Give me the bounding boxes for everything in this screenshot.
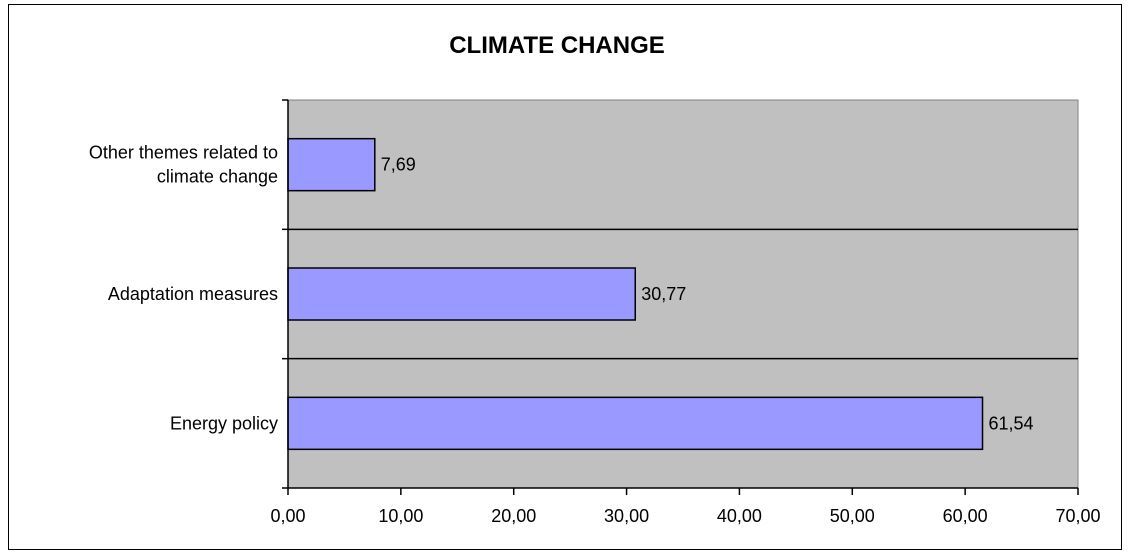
x-tick-label-5: 50,00 bbox=[830, 506, 875, 526]
x-tick-label-6: 60,00 bbox=[943, 506, 988, 526]
x-axis: 0,00 10,00 20,00 30,00 40,00 50,00 60,00 70,00 bbox=[270, 488, 1100, 526]
x-tick-label-4: 40,00 bbox=[717, 506, 762, 526]
bar-0 bbox=[288, 139, 375, 191]
data-label-0: 7,69 bbox=[381, 155, 416, 175]
data-label-2: 61,54 bbox=[989, 413, 1034, 433]
x-tick-label-1: 10,00 bbox=[378, 506, 423, 526]
x-tick-label-0: 0,00 bbox=[270, 506, 305, 526]
chart-frame: CLIMATE CHANGE 7,69 30,77 61,54 Other them… bbox=[8, 4, 1122, 550]
category-label-1: Adaptation measures bbox=[108, 284, 278, 304]
x-tick-label-7: 70,00 bbox=[1055, 506, 1100, 526]
category-label-0-line-0: Other themes related to bbox=[89, 143, 278, 163]
category-label-0: Other themes related to climate change bbox=[89, 143, 278, 187]
y-axis bbox=[282, 100, 288, 488]
category-label-0-line-1: climate change bbox=[157, 167, 278, 187]
category-label-1-line-0: Adaptation measures bbox=[108, 284, 278, 304]
x-tick-label-3: 30,00 bbox=[604, 506, 649, 526]
x-tick-label-2: 20,00 bbox=[491, 506, 536, 526]
category-label-2: Energy policy bbox=[170, 413, 278, 433]
bar-2 bbox=[288, 397, 983, 449]
bar-chart: CLIMATE CHANGE 7,69 30,77 61,54 Other them… bbox=[9, 5, 1121, 549]
bar-1 bbox=[288, 268, 635, 320]
category-label-2-line-0: Energy policy bbox=[170, 413, 278, 433]
category-labels-group: Other themes related to climate change Ada… bbox=[89, 143, 278, 434]
chart-title: CLIMATE CHANGE bbox=[449, 32, 665, 59]
data-label-1: 30,77 bbox=[641, 284, 686, 304]
